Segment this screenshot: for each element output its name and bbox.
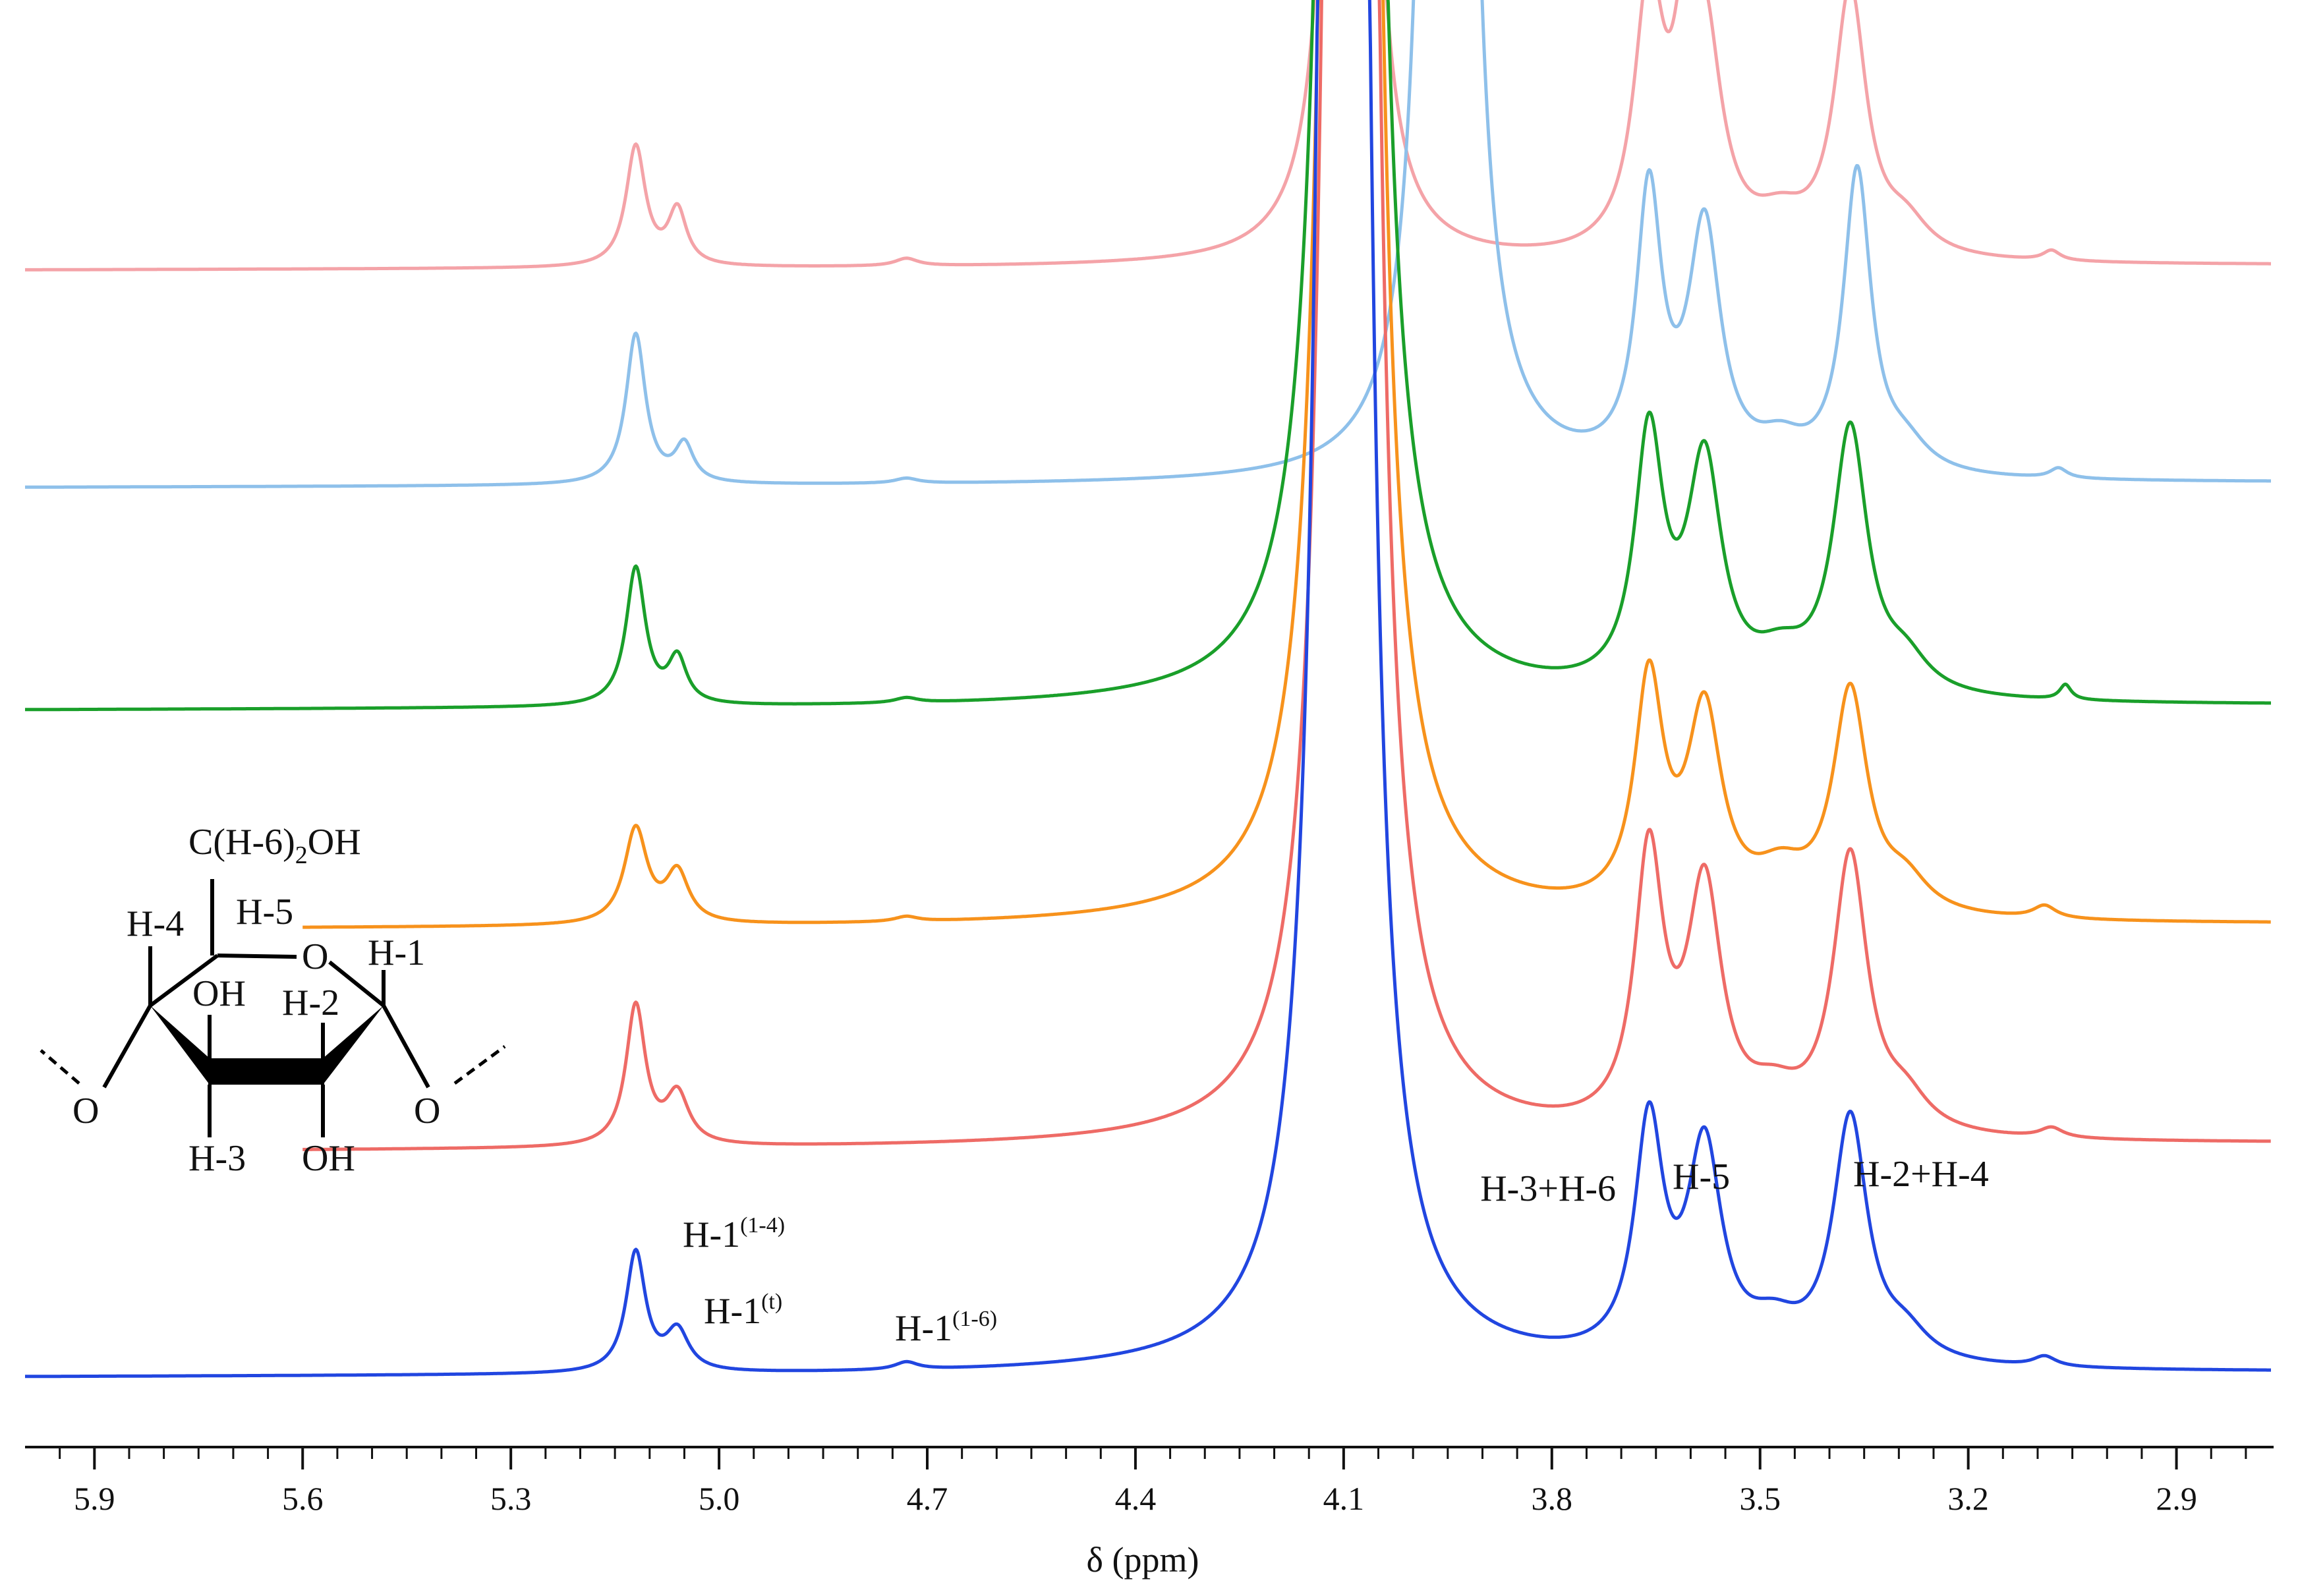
x-tick-label: 4.7: [907, 1480, 948, 1517]
spectra-layer: [24, 0, 2272, 1379]
x-tick-label: 3.8: [1532, 1480, 1573, 1517]
h1-label: H-1: [368, 932, 425, 973]
h2-label: H-2: [282, 983, 339, 1023]
o-left: O: [72, 1091, 99, 1131]
x-tick-label: 3.5: [1739, 1480, 1781, 1517]
spectrum-trace-3: [24, 0, 2272, 712]
x-tick-label: 5.0: [699, 1480, 740, 1517]
wedge-c4-c3: [150, 1006, 210, 1085]
spectrum-trace-2: [24, 0, 2272, 489]
x-axis: 5.9 5.6 5.3 5.0 4.7 4.4 4.1 3.8 3.5 3.2 2.9 δ (ppm…: [25, 1446, 2274, 1580]
h4-label: H-4: [127, 903, 184, 944]
oh-bottom: OH: [302, 1138, 355, 1179]
bond-c1-o: [382, 1004, 430, 1089]
spectrum-trace-6: [24, 0, 2272, 1379]
x-tick-label: 2.9: [2156, 1480, 2197, 1517]
bond-o-left-ext: [40, 1049, 80, 1085]
bond-c5-o: [217, 954, 297, 959]
h3-label: H-3: [188, 1138, 246, 1179]
spectrum-trace-1: [24, 0, 2272, 271]
ring-oxygen: O: [302, 936, 328, 977]
x-axis-ticks: 5.9 5.6 5.3 5.0 4.7 4.4 4.1 3.8 3.5 3.2 2.9: [59, 1447, 2247, 1517]
label-h5: H-5: [1673, 1156, 1730, 1197]
o-right: O: [414, 1091, 440, 1131]
peak-annotations: H-1(1-4) H-1(t) H-1(1-6) H-3+H-6 H-5 H-2…: [683, 1154, 1989, 1349]
label-h2-h4: H-2+H-4: [1853, 1154, 1989, 1195]
h5-label: H-5: [236, 892, 293, 932]
x-tick-label: 4.4: [1115, 1480, 1157, 1517]
label-h1-1-4: H-1(1-4): [683, 1213, 785, 1255]
label-h3-h6: H-3+H-6: [1480, 1168, 1616, 1209]
label-h1-t: H-1(t): [704, 1290, 782, 1332]
bond-o-right-ext: [453, 1044, 506, 1085]
wedge-c2-c1: [323, 1006, 384, 1085]
x-axis-title: δ (ppm): [1087, 1540, 1199, 1580]
spectrum-trace-4: [302, 0, 2272, 929]
oh-top: OH: [192, 973, 246, 1014]
bold-bond-c3-c2: [208, 1058, 324, 1085]
bond-c4-o: [102, 1004, 152, 1089]
glucose-ring-structure: C(H-6)2OH H-4 H-5 O H-1 OH H-2 O O H-3 O…: [40, 822, 506, 1179]
x-tick-label: 5.6: [282, 1480, 324, 1517]
x-tick-label: 5.9: [74, 1480, 115, 1517]
spectrum-trace-5: [302, 0, 2272, 1151]
x-tick-label: 5.3: [490, 1480, 532, 1517]
bond-o-c1: [328, 960, 385, 1008]
x-tick-label: 3.2: [1947, 1480, 1989, 1517]
c6-label: C(H-6)2OH: [188, 822, 361, 869]
x-tick-label: 4.1: [1323, 1480, 1365, 1517]
label-h1-1-6: H-1(1-6): [895, 1307, 997, 1349]
bond-c4-c5: [149, 954, 219, 1008]
